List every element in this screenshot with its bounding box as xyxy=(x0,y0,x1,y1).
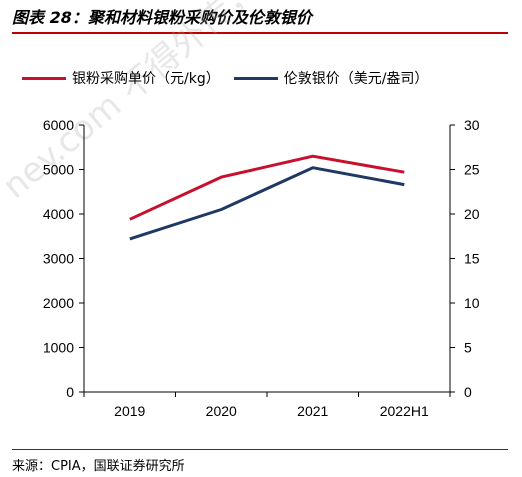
figure-title: 图表 28：聚和材料银粉采购价及伦敦银价 xyxy=(12,8,312,27)
y-left-tick-label: 1000 xyxy=(43,340,74,356)
y-right-tick-label: 20 xyxy=(464,206,480,222)
chart-legend: 银粉采购单价（元/kg） 伦敦银价（美元/盎司） xyxy=(22,68,442,88)
x-tick-label: 2019 xyxy=(114,403,145,419)
x-tick-label: 2020 xyxy=(206,403,237,419)
y-right-tick-label: 15 xyxy=(464,251,480,267)
y-left-tick-label: 4000 xyxy=(43,206,74,222)
y-right-tick-label: 5 xyxy=(464,340,472,356)
y-right-tick-label: 0 xyxy=(464,384,472,400)
y-right-tick-label: 25 xyxy=(464,162,480,178)
legend-entry-series1: 银粉采购单价（元/kg） xyxy=(22,68,220,88)
series-line-1 xyxy=(129,154,405,221)
y-left-tick-label: 2000 xyxy=(43,295,74,311)
series-line-2 xyxy=(129,166,405,241)
y-left-tick-label: 6000 xyxy=(43,117,74,133)
y-right-tick-label: 10 xyxy=(464,295,480,311)
y-left-tick-label: 0 xyxy=(66,384,74,400)
y-left-tick-label: 5000 xyxy=(43,162,74,178)
legend-label-series2: 伦敦银价（美元/盎司） xyxy=(283,71,429,87)
legend-label-series1: 银粉采购单价（元/kg） xyxy=(72,71,220,87)
title-rule xyxy=(12,32,508,34)
legend-swatch-series1 xyxy=(22,76,66,80)
y-left-tick-label: 3000 xyxy=(43,251,74,267)
source-note: 来源：CPIA，国联证券研究所 xyxy=(12,459,185,474)
legend-swatch-series2 xyxy=(233,76,278,80)
x-tick-label: 2022H1 xyxy=(380,403,429,419)
y-right-tick-label: 30 xyxy=(464,117,480,133)
source-rule xyxy=(12,449,508,450)
legend-entry-series2: 伦敦银价（美元/盎司） xyxy=(233,68,429,88)
x-tick-label: 2021 xyxy=(297,403,328,419)
